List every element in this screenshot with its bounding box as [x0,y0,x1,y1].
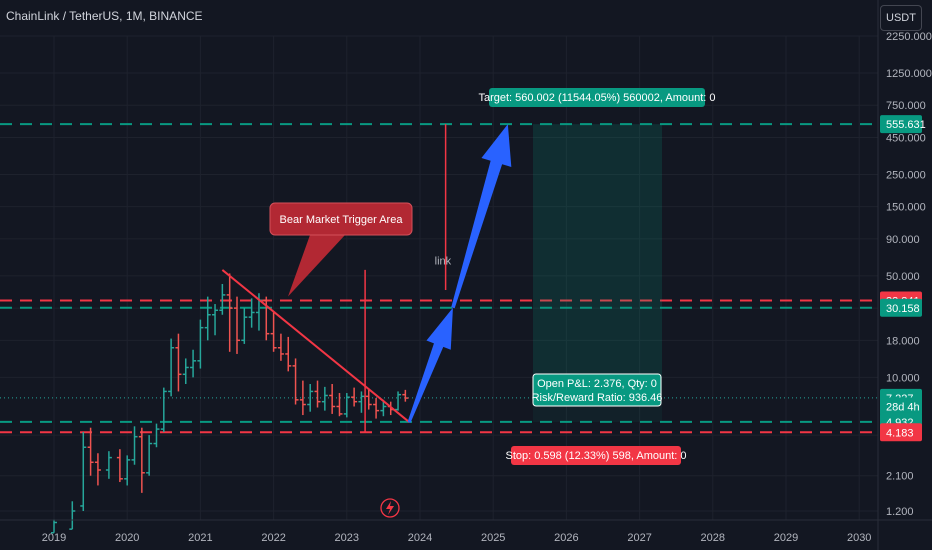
time-axis: 2019 2020 2021 2022 2023 2024 2025 2026 2027 2028… [0,519,932,544]
price-tick-label: 750.000 [886,100,926,112]
pnl-box [532,373,662,407]
time-tick-label: 2029 [774,532,798,544]
time-tick-label: 2024 [408,532,432,544]
drawings: link [221,124,512,433]
time-tick-label: 2021 [188,532,212,544]
price-tick-label: 18.000 [886,335,920,347]
price-label-bg [880,298,922,317]
price-axis: 2250.000 1250.000 750.000 450.000 250.000 150… [877,0,932,550]
grid [0,35,878,520]
price-tick-label: 250.000 [886,169,926,181]
time-tick-label: 2027 [627,532,651,544]
link-text: link [435,255,452,267]
pnl-text: Open P&L: 2.376, Qty: 0 [537,378,657,390]
callout-text: Bear Market Trigger Area [280,214,404,226]
time-tick-label: 2019 [42,532,66,544]
time-tick-label: 2030 [847,532,871,544]
callout-box [269,202,413,236]
projection-arrow [451,124,512,309]
profit-zone [533,124,662,398]
time-tick-label: 2022 [261,532,285,544]
price-tick-label: 1.200 [886,506,914,518]
time-tick-label: 2028 [701,532,725,544]
trend-line [221,269,410,423]
price-label: 28d 4h [886,401,920,413]
currency-button[interactable]: USDT [880,5,922,31]
price-tick-label: 450.000 [886,132,926,144]
price-tick-label: 1250.000 [886,68,932,80]
price-label: 4.183 [886,427,914,439]
price-label: 555.631 [886,119,926,131]
annotation-labels: Bear Market Trigger Area Target: 560.002 … [269,88,716,518]
callout-pointer [288,235,345,297]
price-tick-label: 2250.000 [886,31,932,43]
stop-label-bg [511,446,681,465]
price-label: 30.158 [886,303,920,315]
horizontal-levels [0,123,878,434]
price-tick-label: 10.000 [886,372,920,384]
time-tick-label: 2020 [115,532,139,544]
lightning-icon [380,498,400,518]
price-label-bg [880,397,922,416]
price-tick-label: 2.100 [886,471,914,483]
time-tick-label: 2023 [335,532,359,544]
chart-title: ChainLink / TetherUS, 1M, BINANCE [6,9,203,23]
candlesticks [51,273,409,534]
price-tick-label: 150.000 [886,202,926,214]
price-tick-label: 90.000 [886,234,920,246]
target-label: Target: 560.002 (11544.05%) 560002, Amou… [478,92,715,104]
time-tick-label: 2025 [481,532,505,544]
projection-arrow [407,307,453,423]
risk-reward-text: Risk/Reward Ratio: 936.46 [532,392,663,404]
price-label-bg [880,115,922,134]
lightning-icon [386,501,394,515]
time-tick-label: 2026 [554,532,578,544]
target-label-bg [489,88,705,107]
stop-label: Stop: 0.598 (12.33%) 598, Amount: 0 [505,450,686,462]
price-label-bg [880,423,922,442]
position-zones [533,124,662,422]
price-tick-label: 50.000 [886,271,920,283]
